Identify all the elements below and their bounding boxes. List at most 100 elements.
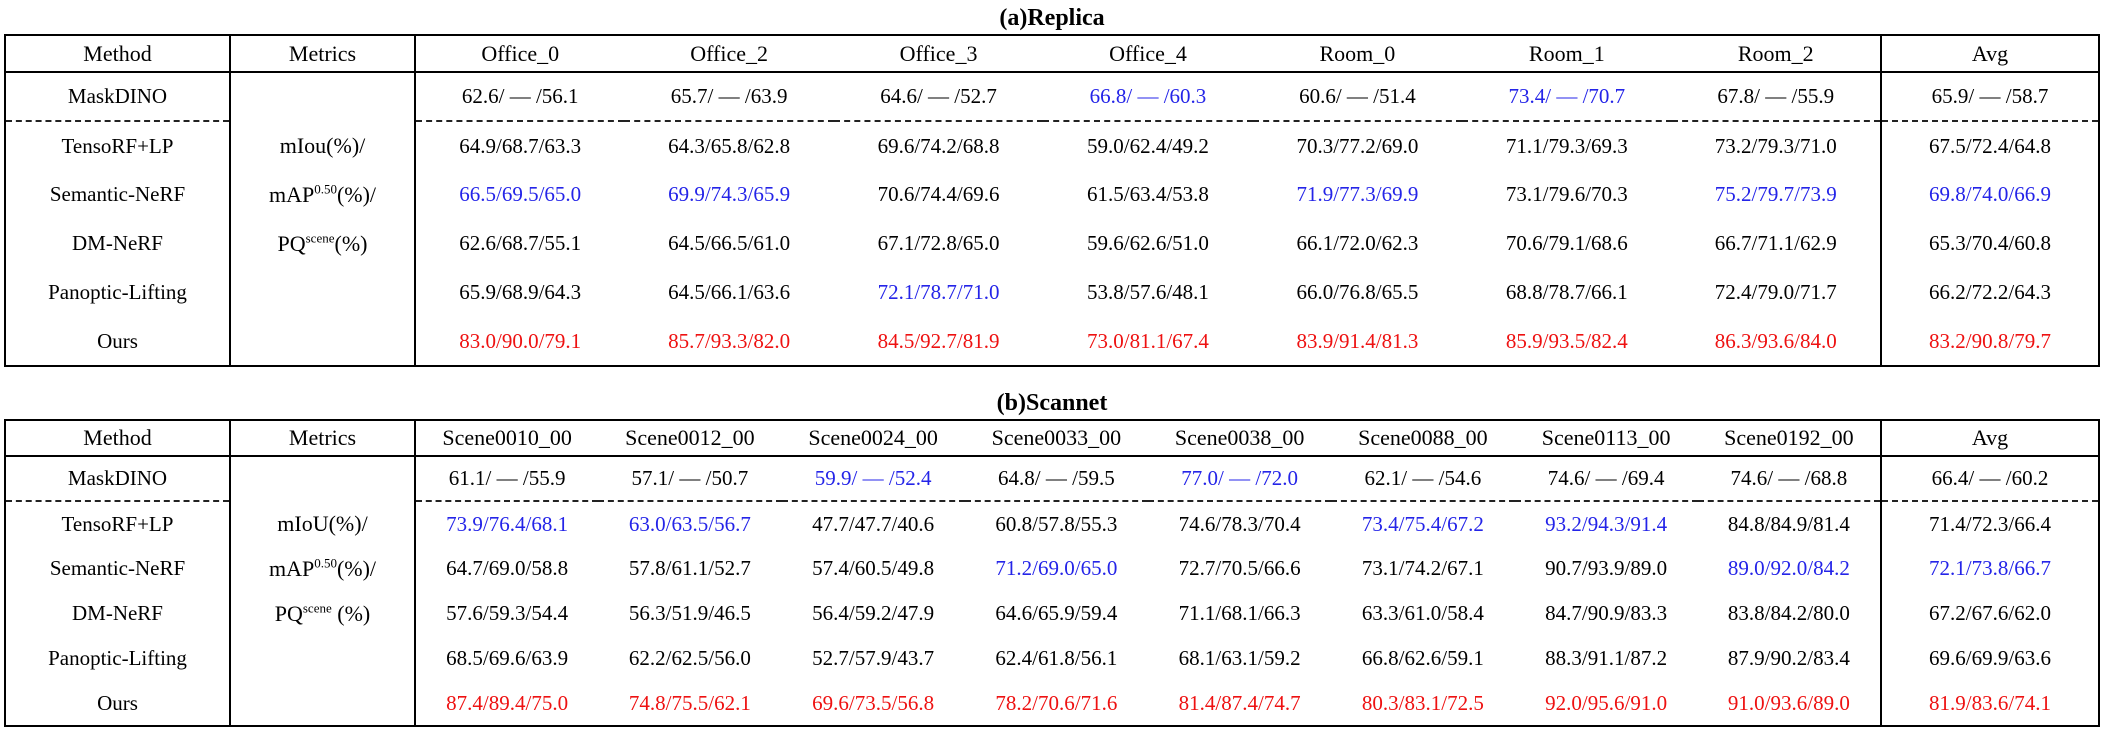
value-cell: 67.1/72.8/65.0: [877, 231, 1000, 255]
value-cell: 91.0/93.6/89.0: [1697, 681, 1883, 726]
avg-value-cell: 67.5/72.4/64.8: [1929, 133, 2051, 158]
value-cell: 84.7/90.9/83.3: [1545, 601, 1668, 625]
method-cell: Panoptic-Lifting: [5, 268, 231, 317]
value-cell: 72.7/70.5/66.6: [1178, 556, 1301, 580]
metric-label: PQscene (%): [231, 591, 413, 636]
value-cell: 57.4/60.5/49.8: [812, 556, 935, 580]
value-cell: 65.7/ — /63.9: [624, 72, 834, 122]
value-cell: 67.8/ — /55.9: [1671, 72, 1883, 122]
metric-superscript: scene: [302, 600, 332, 616]
value-cell: 64.9/68.7/63.3: [459, 133, 582, 158]
value-cell: 66.5/69.5/65.0: [459, 182, 582, 206]
metric-text: mIou(%)/: [279, 133, 366, 158]
value-cell: 56.3/51.9/46.5: [628, 601, 751, 625]
metric-label: mAP0.50(%)/: [231, 546, 413, 591]
value-cell: 66.0/76.8/65.5: [1296, 280, 1419, 304]
value-cell: 83.0/90.0/79.1: [459, 328, 582, 353]
metric-label: PQscene(%): [231, 219, 413, 268]
value-cell: 74.8/75.5/62.1: [628, 690, 751, 715]
scannet-results-table: Method Metrics Scene0010_00 Scene0012_00 Sce…: [4, 419, 2100, 727]
avg-value-cell: 67.2/67.6/62.0: [1929, 601, 2051, 625]
value-cell: 71.1/68.1/66.3: [1178, 601, 1301, 625]
value-cell: 77.0/ — /72.0: [1148, 456, 1332, 502]
value-cell: 64.7/69.0/58.8: [446, 556, 569, 580]
value-cell: 71.9/77.3/69.9: [1296, 182, 1419, 206]
value-cell: 73.4/75.4/67.2: [1361, 511, 1484, 536]
value-cell: 57.1/ — /50.7: [598, 456, 782, 502]
metric-text: mAP: [268, 182, 315, 207]
avg-column-header: Avg: [1881, 420, 2099, 457]
table-row: Semantic-NeRF 66.5/69.5/65.0 69.9/74.3/65.…: [5, 170, 2099, 219]
method-cell: DM-NeRF: [5, 591, 231, 636]
metric-superscript: 0.50: [314, 181, 337, 197]
avg-value-cell: 69.8/74.0/66.9: [1929, 182, 2051, 206]
value-cell: 59.9/ — /52.4: [781, 456, 965, 502]
table-row: Ours 83.0/90.0/79.1 85.7/93.3/82.0 84.5/92.…: [5, 317, 2099, 366]
value-cell: 65.9/68.9/64.3: [459, 280, 582, 304]
value-cell: 75.2/79.7/73.9: [1671, 170, 1883, 219]
scene-column-header: Office_2: [624, 35, 834, 73]
value-cell: 64.5/66.1/63.6: [668, 280, 791, 304]
table-row: DM-NeRF 62.6/68.7/55.1 64.5/66.5/61.0 67.1/…: [5, 219, 2099, 268]
value-cell: 68.8/78.7/66.1: [1505, 280, 1628, 304]
metric-superscript: scene: [305, 230, 335, 246]
scene-column-header: Scene0012_00: [598, 420, 782, 457]
value-cell: 73.4/ — /70.7: [1462, 72, 1672, 122]
table-row: TensoRF+LP mIoU(%)/mAP0.50(%)/PQscene (%)…: [5, 501, 2099, 726]
table-row: Semantic-NeRF 64.7/69.0/58.8 57.8/61.1/52.…: [5, 546, 2099, 591]
table-row: DM-NeRF 57.6/59.3/54.4 56.3/51.9/46.5 56.4/…: [5, 591, 2099, 636]
scannet-section: (b)Scannet Method Metrics Scene0010_00 Scen…: [0, 387, 2104, 727]
avg-value-cell: 71.4/72.3/66.4: [1929, 511, 2051, 536]
value-cell: 73.1/74.2/67.1: [1361, 556, 1484, 580]
value-cell: 73.0/81.1/67.4: [1087, 328, 1209, 353]
method-cell: MaskDINO: [5, 456, 231, 502]
value-cell: 68.1/63.1/59.2: [1178, 646, 1301, 670]
value-cell: 85.9/93.5/82.4: [1505, 328, 1628, 353]
table-row: Panoptic-Lifting 65.9/68.9/64.3 64.5/66.1/…: [5, 268, 2099, 317]
method-cell: Ours: [5, 681, 231, 726]
metric-text: mIoU(%)/: [277, 511, 368, 536]
replica-results-table: Method Metrics Office_0 Office_2 Office_3 Off…: [4, 34, 2100, 367]
value-cell: 62.4/61.8/56.1: [995, 646, 1118, 670]
avg-value-cell: 65.9/ — /58.7: [1881, 72, 2099, 122]
value-cell: 84.8/84.9/81.4: [1697, 501, 1883, 546]
method-cell: DM-NeRF: [5, 219, 231, 268]
value-cell: 62.6/68.7/55.1: [459, 231, 582, 255]
value-cell: 84.5/92.7/81.9: [877, 328, 1000, 353]
value-cell: 61.1/ — /55.9: [415, 456, 599, 502]
value-cell: 73.2/79.3/71.0: [1671, 121, 1883, 170]
scene-column-header: Scene0088_00: [1331, 420, 1515, 457]
header-row: Method Metrics Office_0 Office_2 Office_3 Off…: [5, 35, 2099, 73]
table-row: TensoRF+LP mIou(%)/mAP0.50(%)/PQscene(%) 6…: [5, 121, 2099, 366]
scene-column-header: Room_1: [1462, 35, 1672, 73]
table-row: MaskDINO 62.6/ — /56.1 65.7/ — /63.9 64.6/ …: [5, 72, 2099, 122]
scene-column-header: Scene0192_00: [1697, 420, 1883, 457]
avg-value-cell: 69.6/69.9/63.6: [1929, 646, 2051, 670]
value-cell: 60.8/57.8/55.3: [995, 511, 1118, 536]
value-cell: 87.9/90.2/83.4: [1697, 636, 1883, 681]
value-cell: 89.0/92.0/84.2: [1697, 546, 1883, 591]
value-cell: 74.6/ — /68.8: [1697, 456, 1883, 502]
value-cell: 64.3/65.8/62.8: [668, 133, 791, 158]
metrics-cell: mIoU(%)/ mAP0.50(%)/PQscene (%): [230, 501, 416, 726]
table-row: Ours 87.4/89.4/75.0 74.8/75.5/62.1 69.6/73.…: [5, 681, 2099, 726]
method-cell: Semantic-NeRF: [5, 170, 231, 219]
value-cell: 62.1/ — /54.6: [1331, 456, 1515, 502]
table-row: MaskDINO 61.1/ — /55.9 57.1/ — /50.7 59.9/ …: [5, 456, 2099, 502]
value-cell: 80.3/83.1/72.5: [1361, 690, 1484, 715]
avg-value-cell: 81.9/83.6/74.1: [1929, 690, 2051, 715]
metrics-column-header: Metrics: [230, 420, 416, 457]
method-column-header: Method: [5, 420, 231, 457]
value-cell: 52.7/57.9/43.7: [812, 646, 935, 670]
scene-column-header: Scene0033_00: [964, 420, 1148, 457]
table-row: Panoptic-Lifting 68.5/69.6/63.9 62.2/62.5/…: [5, 636, 2099, 681]
metrics-empty-cell: [230, 72, 416, 121]
value-cell: 64.8/ — /59.5: [964, 456, 1148, 502]
scene-column-header: Office_3: [833, 35, 1044, 73]
value-cell: 64.6/ — /52.7: [833, 72, 1044, 122]
scene-column-header: Scene0024_00: [781, 420, 965, 457]
value-cell: 61.5/63.4/53.8: [1087, 182, 1209, 206]
scene-column-header: Scene0113_00: [1514, 420, 1698, 457]
metrics-empty-cell: [230, 456, 416, 501]
value-cell: 57.8/61.1/52.7: [628, 556, 751, 580]
